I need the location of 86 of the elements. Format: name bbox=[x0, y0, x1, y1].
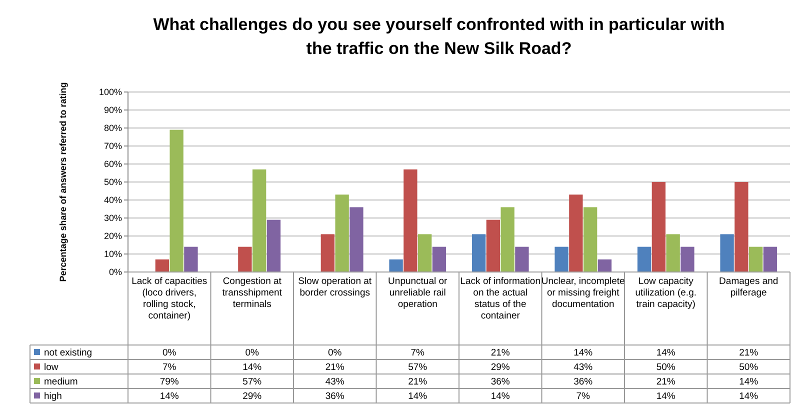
bar bbox=[389, 259, 403, 272]
chart-title: What challenges do you see yourself confronted with in particular with the traffic on the New Silk Road? bbox=[153, 15, 725, 58]
y-tick-label: 20% bbox=[104, 231, 122, 242]
legend-label: low bbox=[44, 362, 58, 374]
data-label: 36% bbox=[490, 376, 510, 388]
bar bbox=[432, 246, 446, 272]
y-tick-label: 50% bbox=[104, 177, 122, 188]
bar bbox=[569, 194, 583, 272]
data-label: 14% bbox=[160, 391, 180, 402]
y-tick-label: 100% bbox=[98, 87, 122, 98]
data-label: 14% bbox=[242, 362, 262, 374]
bar bbox=[252, 169, 266, 272]
data-label: 36% bbox=[325, 391, 345, 402]
data-label: 14% bbox=[739, 376, 759, 388]
bar bbox=[720, 234, 734, 272]
data-label: 7% bbox=[162, 362, 177, 374]
data-label: 21% bbox=[325, 362, 345, 374]
bar bbox=[680, 246, 694, 272]
data-label: 36% bbox=[574, 376, 594, 388]
data-label: 43% bbox=[574, 362, 594, 374]
bar bbox=[554, 246, 568, 272]
bar bbox=[418, 234, 432, 272]
y-tick-label: 40% bbox=[104, 195, 122, 206]
data-label: 0% bbox=[328, 348, 342, 359]
bar bbox=[350, 207, 364, 272]
x-tick-label: Unclear, incomplete or missing freight documentation bbox=[541, 276, 625, 310]
legend-label: high bbox=[44, 391, 62, 402]
data-label: 21% bbox=[408, 376, 428, 388]
bar bbox=[404, 169, 418, 272]
bar bbox=[170, 130, 184, 272]
bar bbox=[763, 246, 778, 272]
data-label: 50% bbox=[739, 362, 759, 374]
bar bbox=[486, 220, 500, 272]
bar bbox=[515, 246, 529, 272]
bar bbox=[500, 207, 514, 272]
x-tick-label: Unpunctual or unreliable rail operation bbox=[388, 276, 448, 310]
y-tick-label: 90% bbox=[104, 105, 122, 116]
x-tick-label: Low capacity utilization (e.g. train capacity) bbox=[635, 276, 697, 310]
data-label: 29% bbox=[242, 391, 262, 402]
bar bbox=[266, 220, 281, 272]
x-tick-label: Damages and pilferage bbox=[719, 276, 778, 298]
data-label: 14% bbox=[656, 391, 676, 402]
bar bbox=[472, 234, 486, 272]
bar bbox=[637, 246, 652, 272]
data-label: 7% bbox=[576, 391, 591, 402]
legend-label: medium bbox=[44, 376, 78, 388]
bar bbox=[598, 259, 612, 272]
x-tick-label: Congestion at transshipment terminals bbox=[222, 276, 282, 310]
bar bbox=[583, 207, 598, 272]
bar bbox=[666, 234, 680, 272]
y-tick-label: 70% bbox=[104, 141, 122, 152]
bar bbox=[335, 194, 349, 272]
y-tick-label: 0% bbox=[108, 267, 122, 278]
data-label: 14% bbox=[739, 391, 759, 402]
bar bbox=[734, 182, 748, 272]
y-tick-label: 30% bbox=[104, 213, 122, 224]
y-tick-label: 80% bbox=[104, 123, 122, 134]
bar bbox=[652, 182, 666, 272]
data-label: 0% bbox=[245, 348, 260, 359]
bar bbox=[155, 259, 170, 272]
bar bbox=[238, 246, 252, 272]
bar bbox=[320, 234, 335, 272]
data-label: 14% bbox=[408, 391, 428, 402]
data-label: 14% bbox=[574, 348, 594, 359]
data-label: 43% bbox=[325, 376, 345, 388]
y-tick-label: 10% bbox=[104, 249, 122, 260]
x-tick-label: Lack of capacities (loco drivers, rolling stock, container) bbox=[132, 276, 208, 322]
x-tick-label: Lack of information on the actual status of the container bbox=[460, 276, 541, 322]
data-label: 57% bbox=[408, 362, 428, 374]
data-label: 21% bbox=[656, 376, 676, 388]
data-label: 0% bbox=[162, 348, 177, 359]
data-label: 29% bbox=[490, 362, 510, 374]
legend-label: not existing bbox=[44, 348, 92, 359]
data-label: 57% bbox=[242, 376, 262, 388]
data-label: 21% bbox=[490, 348, 510, 359]
x-tick-label: Slow operation at border crossings bbox=[298, 276, 372, 298]
data-label: 7% bbox=[410, 348, 426, 359]
data-label: 50% bbox=[656, 362, 676, 374]
data-label: 21% bbox=[739, 348, 759, 359]
y-tick-label: 60% bbox=[104, 159, 122, 170]
bar bbox=[184, 246, 198, 272]
data-label: 14% bbox=[490, 391, 510, 402]
data-label: 14% bbox=[656, 348, 676, 359]
bar bbox=[748, 246, 763, 272]
y-axis-title: Percentage share of answers referred to rating bbox=[58, 82, 68, 282]
data-label: 79% bbox=[160, 376, 180, 388]
